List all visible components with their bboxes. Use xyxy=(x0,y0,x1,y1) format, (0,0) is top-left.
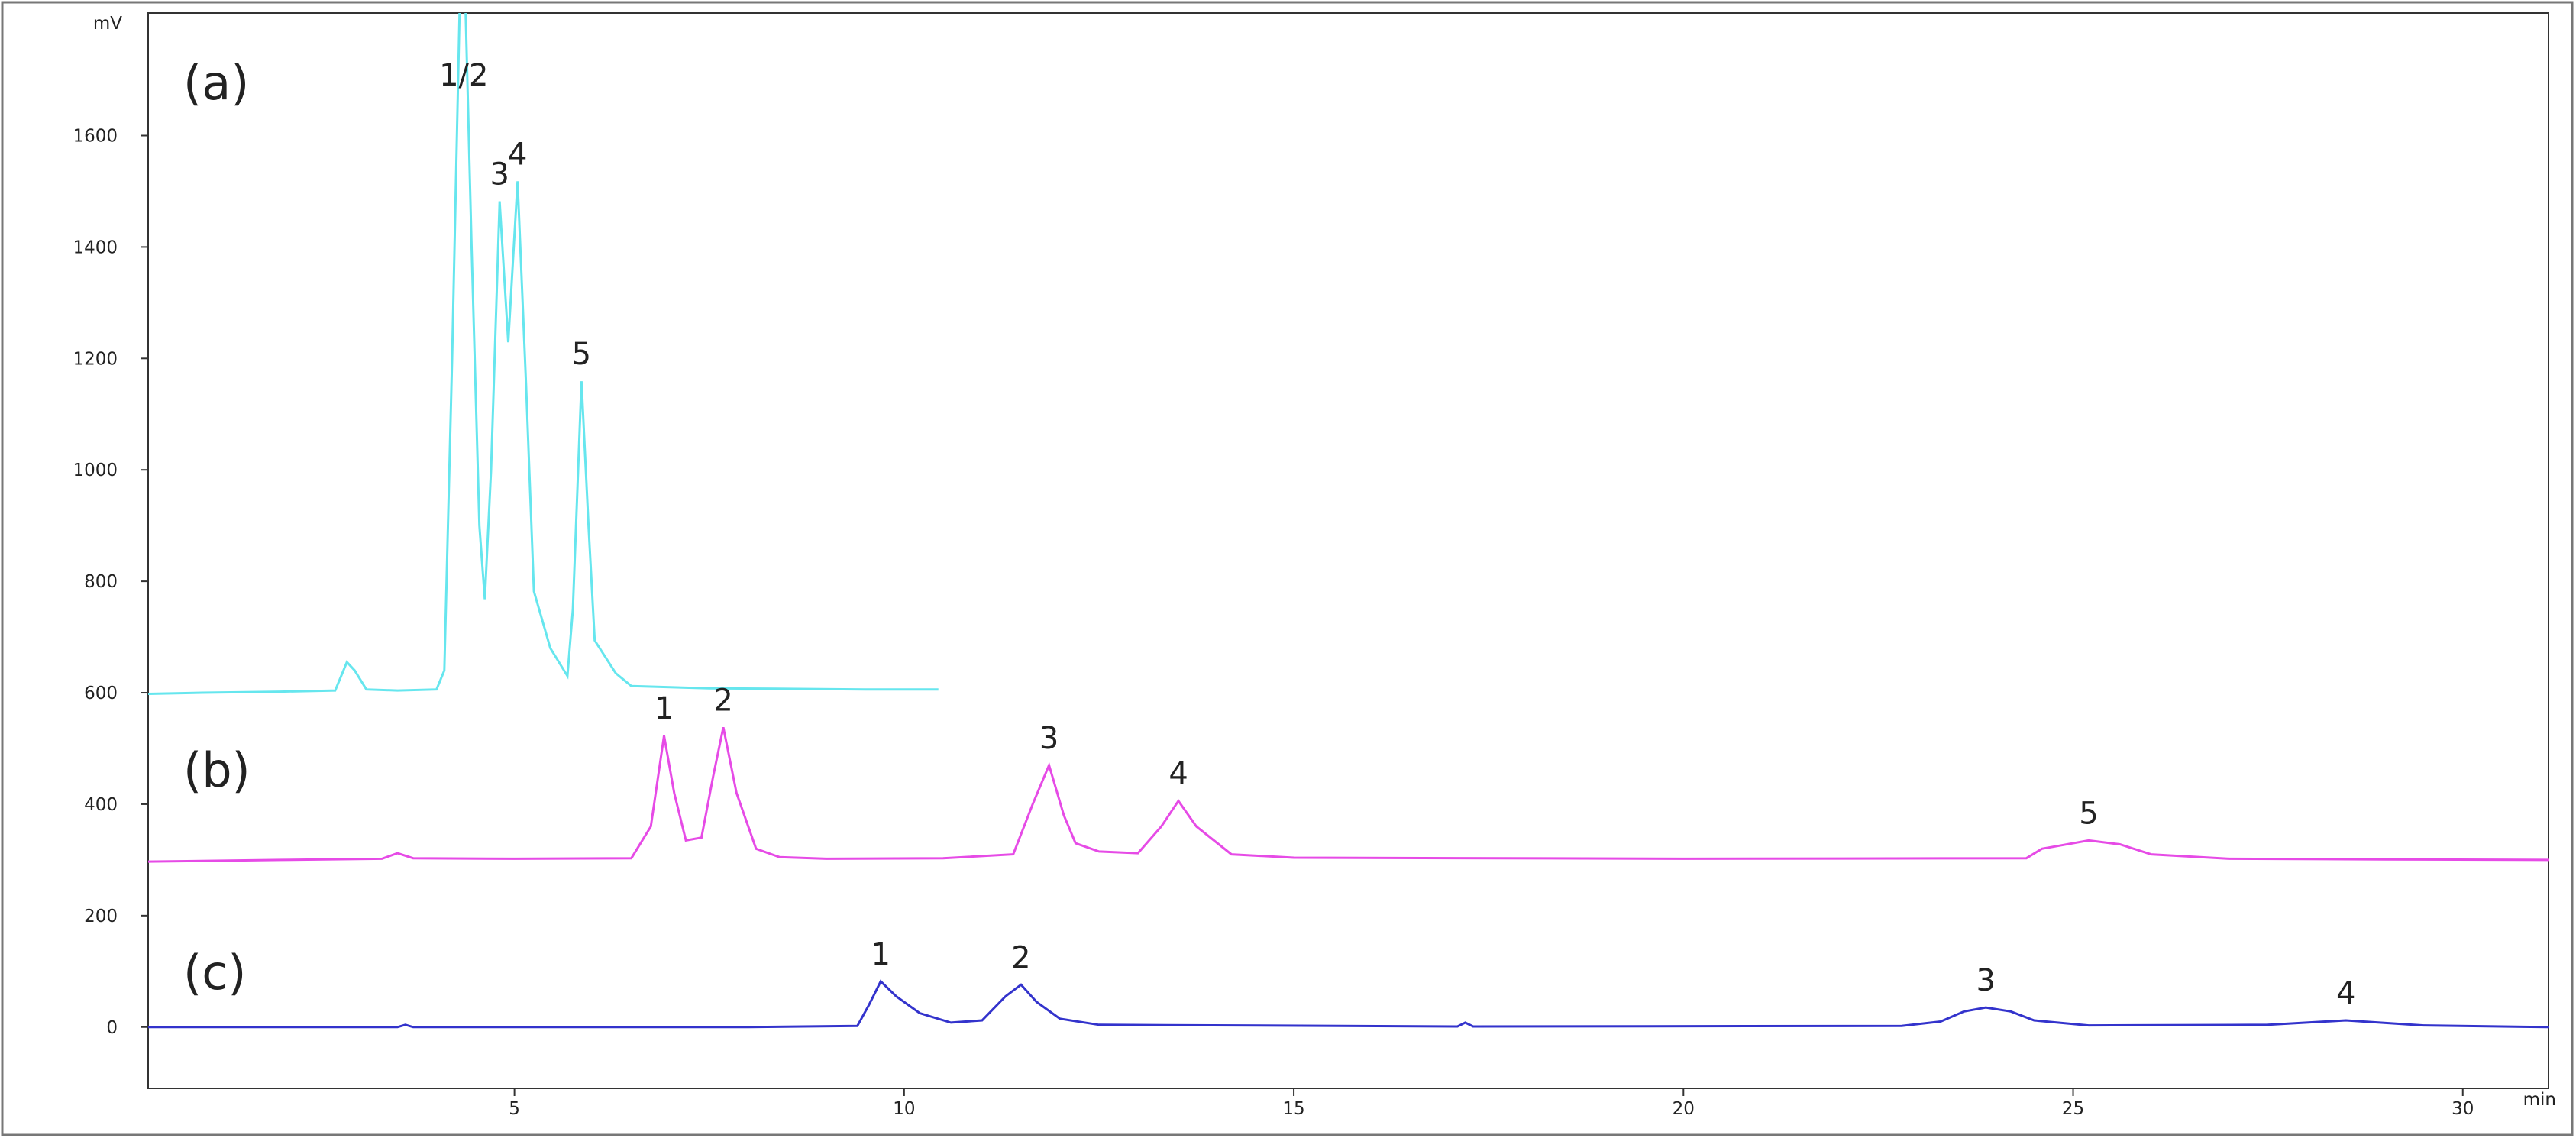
chromatogram-line xyxy=(148,726,2549,863)
peak-label: 1 xyxy=(871,937,890,972)
peak-label: 2 xyxy=(1011,940,1030,975)
y-tick-label: 1600 xyxy=(73,126,118,146)
x-tick-label: 5 xyxy=(509,1099,520,1119)
y-tick-label: 1000 xyxy=(73,461,118,480)
x-tick-label: 10 xyxy=(893,1099,915,1119)
x-unit: min xyxy=(2523,1090,2556,1110)
x-tick-label: 30 xyxy=(2452,1099,2474,1119)
peak-label: 3 xyxy=(490,157,509,192)
x-tick-label: 25 xyxy=(2062,1099,2084,1119)
peak-label: 2 xyxy=(713,683,732,718)
peak-label: 5 xyxy=(572,337,591,372)
peak-label: 5 xyxy=(2079,796,2098,831)
peak-label: 3 xyxy=(1976,963,1996,998)
series-label: (a) xyxy=(183,55,249,111)
plot-frame xyxy=(147,12,2549,1089)
peak-label: 4 xyxy=(2336,976,2355,1011)
series-label: (c) xyxy=(183,945,246,1001)
y-tick-label: 200 xyxy=(84,907,118,926)
y-tick-label: 0 xyxy=(106,1018,118,1038)
plot-area xyxy=(148,13,2549,1029)
y-tick-label: 600 xyxy=(84,684,118,703)
peak-label: 1/2 xyxy=(439,58,488,93)
y-tick-label: 400 xyxy=(84,795,118,815)
y-tick-label: 800 xyxy=(84,572,118,592)
chromatogram-line xyxy=(148,979,2549,1029)
peak-label: 1 xyxy=(655,691,674,726)
peak-label: 4 xyxy=(508,137,527,172)
peak-label: 4 xyxy=(1168,757,1188,792)
x-tick-label: 15 xyxy=(1282,1099,1304,1119)
y-tick-label: 1400 xyxy=(73,238,118,257)
y-unit: mV xyxy=(93,14,122,34)
chromatogram-line xyxy=(148,13,939,695)
x-tick-label: 20 xyxy=(1673,1099,1695,1119)
peak-label: 3 xyxy=(1039,721,1059,756)
series-label: (b) xyxy=(183,742,250,798)
y-tick-label: 1200 xyxy=(73,349,118,369)
